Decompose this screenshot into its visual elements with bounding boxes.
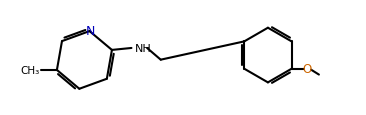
- Text: NH: NH: [135, 44, 152, 53]
- Text: CH₃: CH₃: [20, 65, 39, 75]
- Text: O: O: [303, 63, 312, 76]
- Text: N: N: [86, 24, 95, 37]
